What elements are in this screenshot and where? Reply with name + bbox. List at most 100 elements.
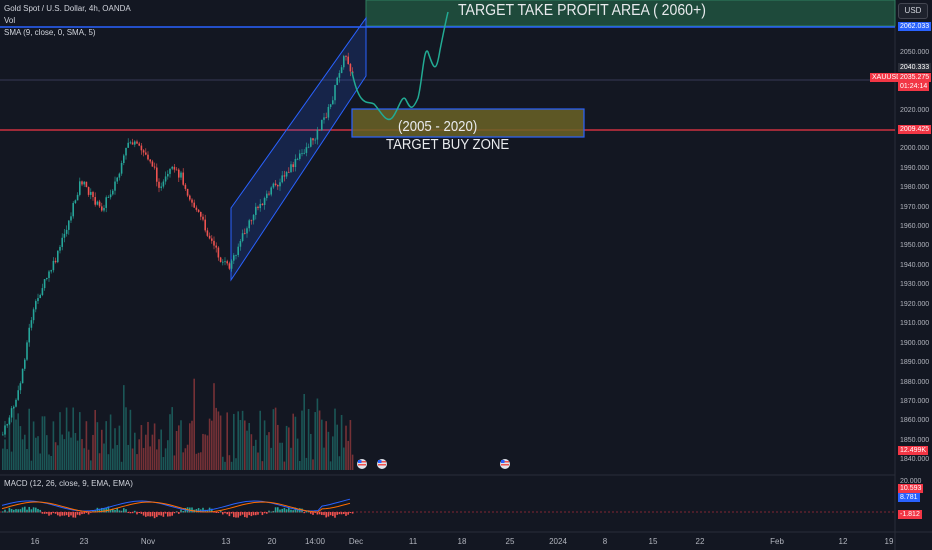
candle [340, 67, 343, 74]
volume-bar [263, 420, 266, 470]
macd-histogram-bar [288, 507, 290, 513]
candle [96, 201, 99, 205]
volume-bar [105, 421, 107, 470]
candle [6, 424, 8, 426]
volume-bar [266, 435, 268, 470]
volume-bar [142, 447, 145, 470]
candle [239, 241, 242, 247]
candle [303, 152, 305, 154]
volume-bar [57, 445, 59, 470]
volume-bar [125, 407, 127, 470]
candle [169, 168, 171, 174]
candle [101, 206, 103, 211]
candle [318, 129, 321, 131]
candle [17, 390, 19, 400]
candle [259, 203, 261, 209]
macd-histogram-bar [338, 512, 341, 515]
volume-bar [50, 456, 52, 470]
macd-histogram-bar [50, 512, 52, 515]
volume-bar [182, 452, 184, 470]
macd-histogram-bar [112, 508, 114, 513]
macd-histogram-bar [285, 509, 288, 513]
volume-bar [217, 411, 220, 470]
volume-bar [160, 429, 162, 470]
candle [21, 368, 24, 384]
macd-histogram-bar [296, 508, 299, 513]
candle [288, 171, 290, 173]
current-price-tag: 2040.333 [898, 63, 932, 72]
macd-histogram-bar [125, 509, 127, 513]
price-axis-tick: 1960.000 [900, 223, 930, 230]
volume-bar [323, 447, 325, 470]
macd-histogram-bar [140, 512, 143, 514]
sma-legend[interactable]: SMA (9, close, 0, SMA, 5) [4, 28, 96, 37]
candle [301, 153, 303, 155]
macd-histogram-bar [340, 512, 343, 515]
macd-histogram-bar [325, 512, 327, 518]
buy-zone [351, 108, 585, 138]
candle [147, 154, 149, 160]
volume-bar [343, 447, 345, 470]
candle [90, 192, 92, 195]
candle [270, 187, 272, 195]
macd-legend[interactable]: MACD (12, 26, close, 9, EMA, EMA) [4, 479, 133, 488]
candle [279, 182, 281, 187]
macd-histogram-bar [290, 509, 292, 513]
candle [158, 181, 160, 188]
candle [217, 247, 220, 258]
volume-bar [230, 461, 233, 470]
candle [98, 201, 101, 207]
macd-histogram-bar [230, 512, 233, 514]
volume-bar [54, 442, 57, 470]
candle [85, 181, 88, 188]
price-axis-tick: 1880.000 [900, 379, 930, 386]
candle [123, 155, 125, 164]
candle [204, 219, 206, 231]
volume-bar [219, 415, 222, 470]
macd-histogram-bar [266, 512, 268, 514]
candle [246, 228, 248, 234]
macd-histogram-bar [142, 512, 145, 516]
take-profit-label: TARGET TAKE PROFIT AREA ( 2060+) [458, 2, 706, 19]
macd-histogram-bar [79, 512, 81, 516]
macd-histogram-bar [37, 508, 39, 513]
volume-bar [39, 453, 41, 470]
volume-bar [329, 461, 332, 470]
volume-bar [72, 407, 74, 470]
volume-bar [21, 439, 24, 470]
candle [116, 177, 118, 182]
candle [63, 233, 66, 238]
volume-bar [292, 413, 294, 470]
symbol-legend[interactable]: Gold Spot / U.S. Dollar, 4h, OANDA [4, 4, 131, 13]
macd-histogram-bar [336, 512, 338, 515]
time-axis-label: Feb [770, 537, 784, 546]
resistance-price-tag: 2062.033 [898, 22, 932, 31]
macd-series [0, 498, 895, 519]
macd-histogram-bar [15, 509, 17, 513]
candle [28, 327, 30, 343]
volume-bar [224, 461, 226, 470]
macd-histogram-bar [217, 512, 220, 513]
volume-bar [85, 421, 88, 470]
candle [312, 138, 314, 141]
us-flag-icon [357, 459, 367, 469]
volume-bar [248, 423, 250, 470]
candle [349, 64, 352, 72]
candle [10, 408, 13, 418]
volume-legend[interactable]: Vol [4, 16, 16, 25]
currency-button[interactable]: USD [898, 3, 928, 19]
volume-bar [6, 449, 8, 470]
volume-bar [65, 407, 68, 470]
volume-bar [305, 457, 308, 470]
time-axis-label: 11 [408, 537, 418, 546]
candle [39, 294, 41, 299]
volume-bar [222, 456, 224, 470]
volume-bar [191, 420, 193, 470]
macd-histogram-bar [332, 512, 334, 517]
macd-histogram-bar [323, 512, 325, 516]
volume-bar [310, 433, 312, 470]
volume-bar [299, 460, 301, 470]
candle [334, 85, 336, 101]
candle [37, 298, 39, 302]
